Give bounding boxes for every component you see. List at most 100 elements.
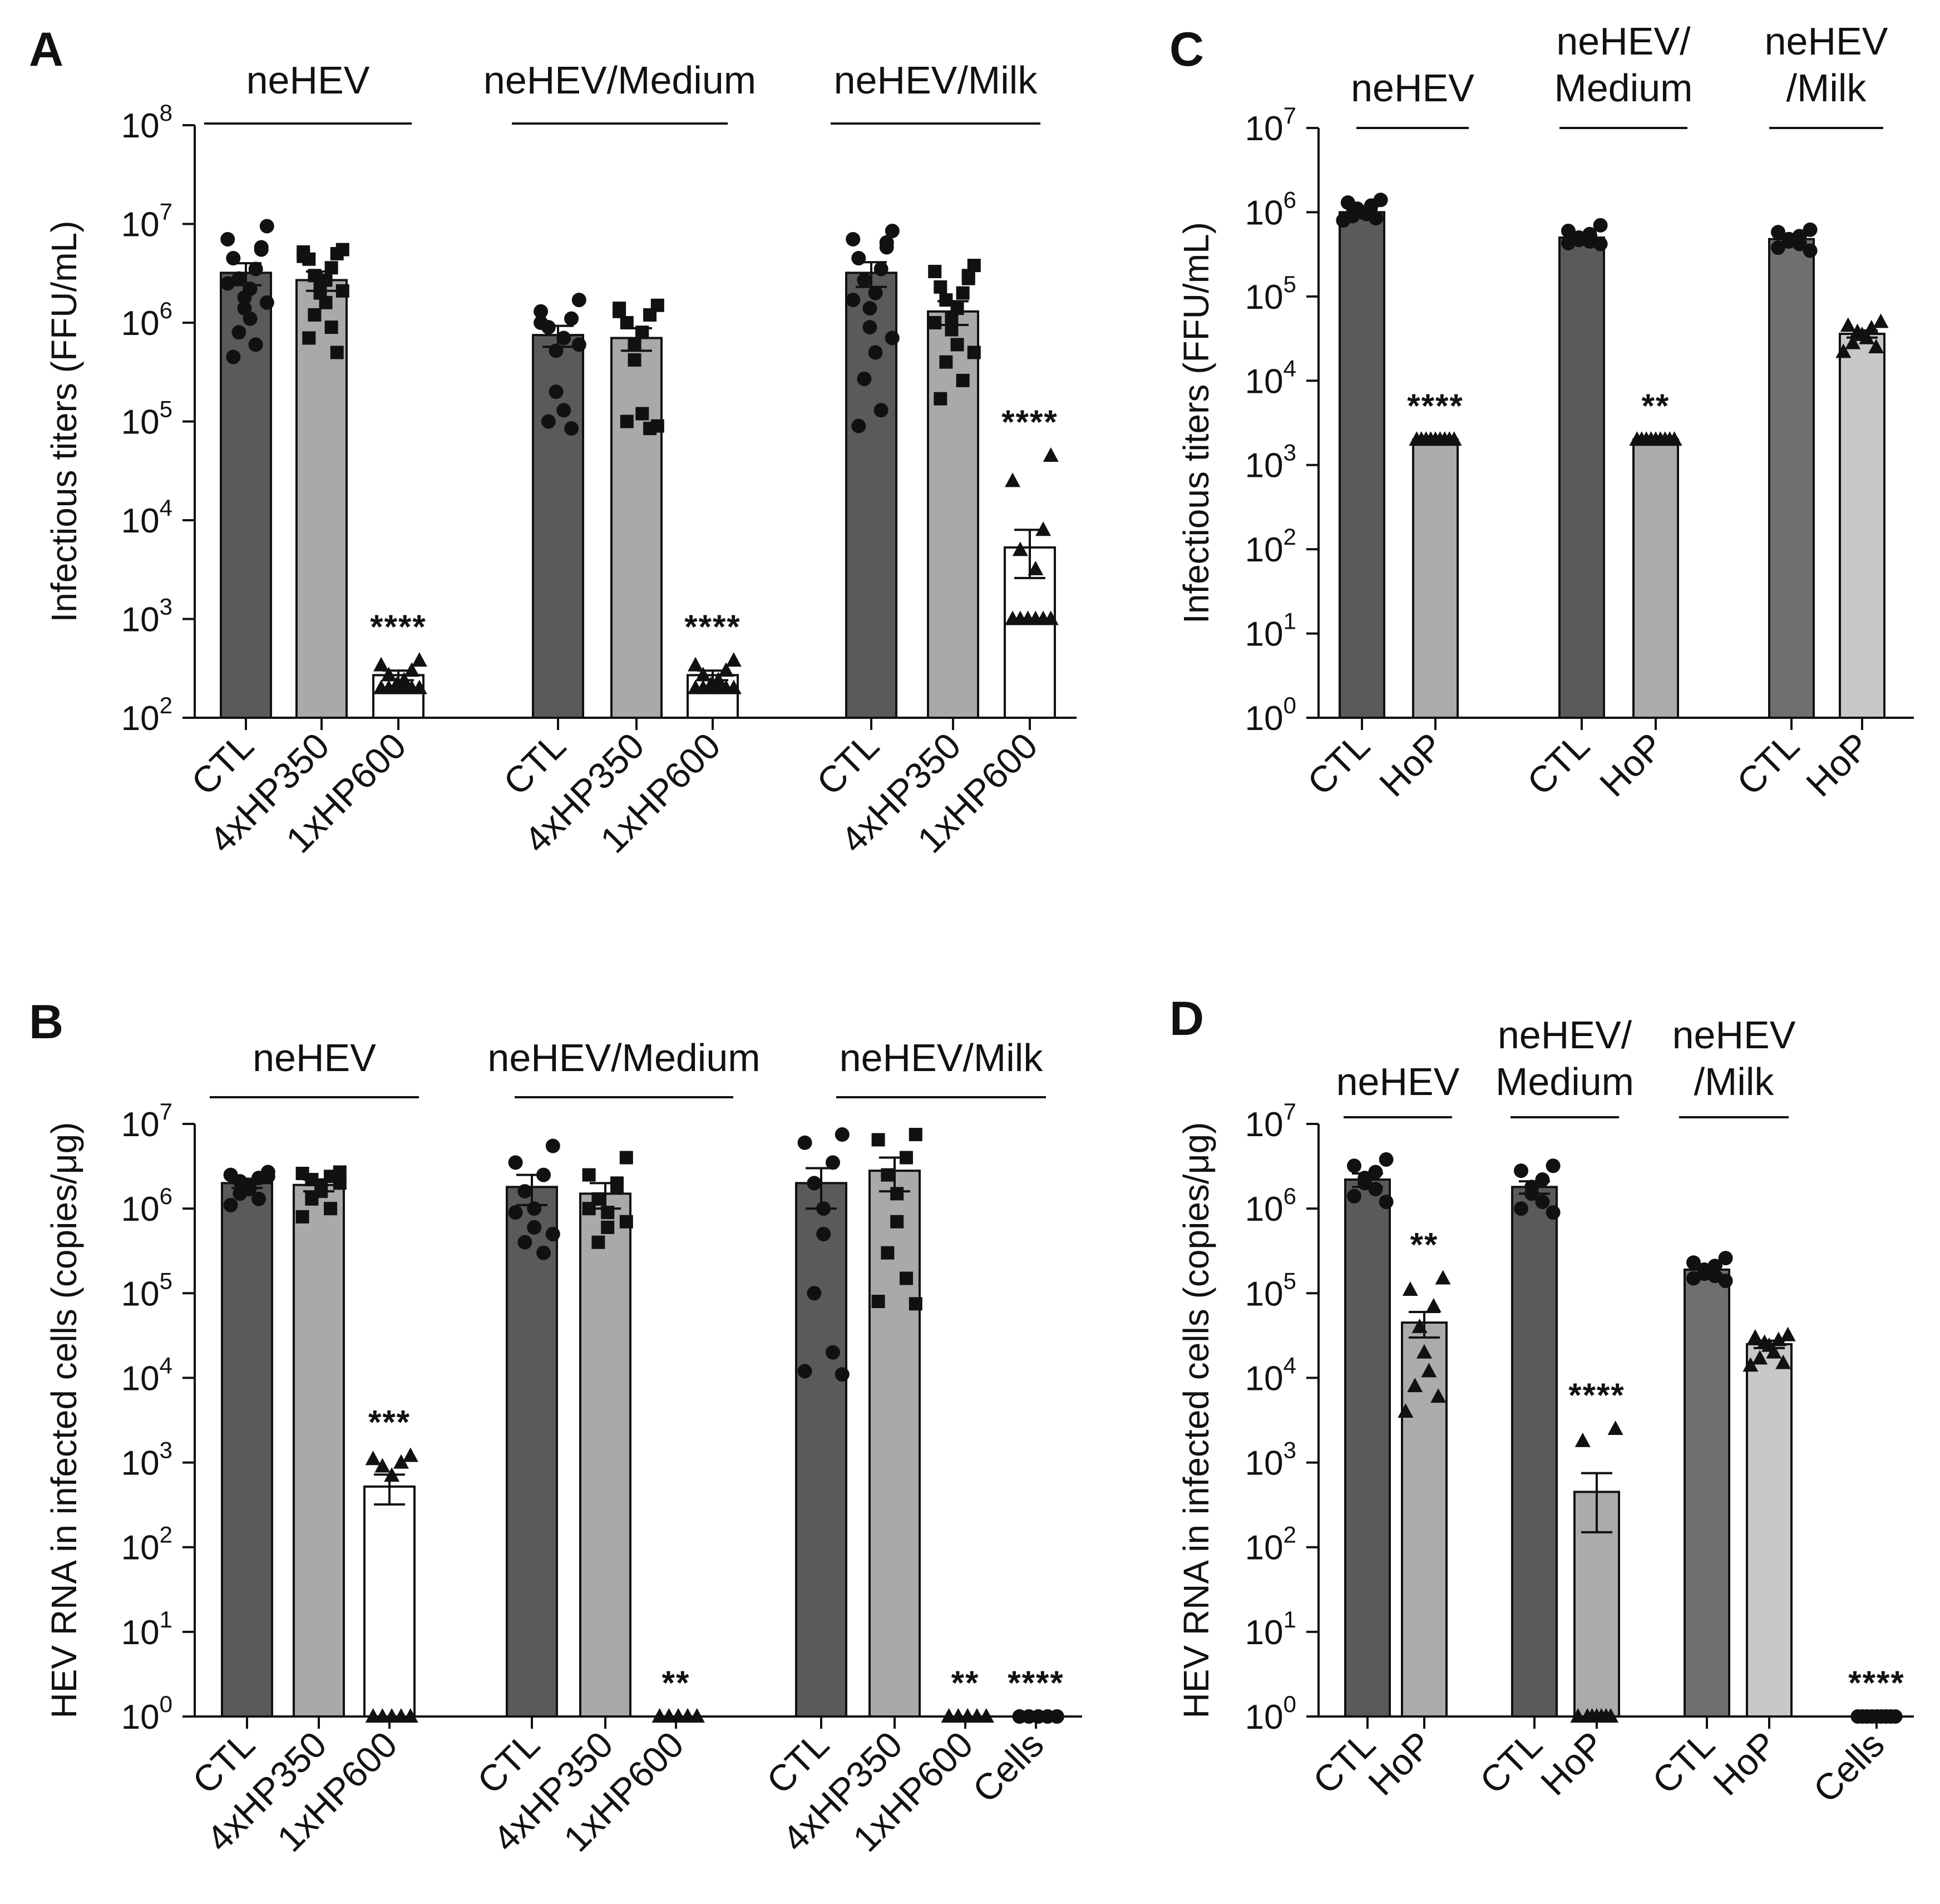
data-point [402, 1447, 418, 1462]
data-point [1845, 334, 1861, 349]
group-title: neHEV/Medium [487, 1036, 760, 1079]
significance-label: **** [1008, 1664, 1064, 1701]
data-point [613, 304, 626, 318]
panel-c: C 100 101 102 103 104 105 106 107 Infectious tite… [1169, 19, 1914, 805]
category-label: HoP [1705, 1724, 1785, 1803]
data-point [508, 1205, 523, 1220]
data-point [1803, 222, 1818, 237]
data-point [333, 1176, 347, 1190]
bar [1412, 438, 1459, 719]
significance-label: **** [1568, 1377, 1625, 1414]
data-point [688, 679, 704, 694]
data-point [1407, 1378, 1423, 1393]
group-title: neHEV [1672, 1013, 1796, 1057]
y-tick-label: 100 [1245, 692, 1296, 738]
data-point [1535, 1195, 1550, 1210]
data-point [1435, 1270, 1451, 1285]
data-point [305, 1192, 319, 1206]
significance-label: **** [370, 608, 426, 645]
data-point [248, 262, 263, 277]
data-point [941, 1708, 957, 1723]
bar-group: Cells **** [1805, 1664, 1904, 1811]
data-point [508, 1155, 523, 1170]
data-point [900, 1271, 913, 1285]
data-point [1775, 1354, 1791, 1369]
data-point [868, 345, 883, 360]
bar [795, 1182, 847, 1718]
data-point [871, 1133, 885, 1147]
bar [927, 310, 979, 719]
data-point [330, 246, 344, 260]
data-point [1402, 1281, 1418, 1296]
data-point [1535, 1172, 1550, 1187]
data-point [1859, 329, 1875, 344]
significance-label: ** [1642, 387, 1670, 425]
data-point [797, 1364, 812, 1379]
category-label: Cells [1805, 1724, 1892, 1811]
group-title: /Milk [1786, 66, 1867, 110]
significance-label: ** [951, 1664, 980, 1701]
data-point [1035, 521, 1052, 536]
data-point [1043, 610, 1059, 625]
data-point [1379, 1195, 1394, 1210]
data-point [1766, 1344, 1782, 1359]
significance-label: **** [1001, 403, 1058, 441]
data-point [1368, 1165, 1383, 1180]
data-point [571, 293, 586, 308]
bar [1511, 1186, 1558, 1718]
data-point [846, 231, 861, 246]
data-point [1742, 1357, 1759, 1372]
y-tick-label: 101 [1245, 608, 1296, 654]
data-point [619, 1151, 633, 1165]
data-point [689, 1708, 705, 1723]
y-tick-label: 107 [121, 199, 172, 244]
data-point [517, 1184, 532, 1199]
category-label: HoP [1371, 725, 1451, 805]
data-point [220, 276, 235, 291]
y-tick-label: 102 [1245, 1522, 1296, 1567]
data-point [541, 414, 556, 429]
data-point [335, 284, 349, 298]
data-point [243, 311, 258, 326]
significance-label: ** [1410, 1226, 1439, 1263]
significance-label: **** [684, 608, 741, 645]
data-point [1593, 236, 1608, 251]
y-tick-label: 101 [1245, 1606, 1296, 1652]
data-point [1780, 1326, 1796, 1341]
bar [1401, 1321, 1448, 1718]
data-point [374, 1458, 391, 1473]
bar-item: CTL [184, 1165, 275, 1802]
data-point [1425, 1298, 1442, 1313]
group-title: neHEV/Medium [483, 58, 756, 102]
data-point [1546, 1205, 1561, 1220]
y-tick-label: 100 [121, 1691, 172, 1737]
bar [610, 337, 663, 719]
category-label: CTL [1472, 1724, 1549, 1802]
y-tick-label: 102 [1245, 524, 1296, 569]
bar-item: CTL [495, 293, 586, 803]
data-point [1012, 541, 1028, 556]
bar [1746, 1343, 1793, 1718]
y-tick-label: 106 [121, 1183, 172, 1229]
data-point [1005, 472, 1021, 487]
data-point [384, 1467, 400, 1482]
data-point [1043, 447, 1059, 462]
group-title: /Milk [1694, 1060, 1775, 1103]
data-point [978, 1708, 994, 1723]
data-point [308, 269, 322, 283]
data-point [1803, 243, 1818, 258]
category-label: HoP [1360, 1724, 1440, 1803]
bar [220, 272, 272, 719]
data-point [890, 1215, 904, 1229]
bar [363, 1485, 416, 1718]
data-point [620, 415, 634, 428]
data-point [816, 1201, 831, 1216]
panel-letter: A [29, 23, 63, 76]
group-title: neHEV [1765, 19, 1888, 63]
panel-letter: C [1169, 23, 1204, 76]
y-tick-label: 105 [121, 1267, 172, 1313]
data-point [1398, 1403, 1414, 1418]
